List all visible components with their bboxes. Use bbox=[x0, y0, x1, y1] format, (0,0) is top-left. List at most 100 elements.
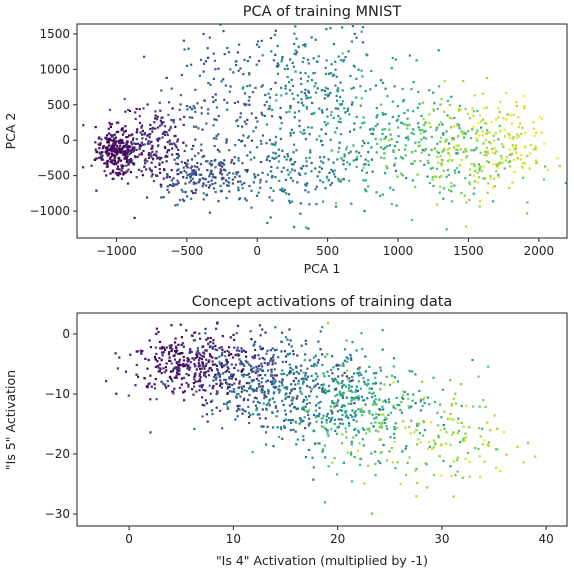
data-point bbox=[451, 159, 454, 162]
data-point bbox=[124, 370, 128, 373]
pca-plot-frame bbox=[76, 23, 568, 239]
data-point bbox=[191, 192, 195, 195]
data-point bbox=[114, 172, 117, 175]
data-point bbox=[457, 135, 460, 138]
data-point bbox=[474, 169, 477, 172]
data-point bbox=[168, 359, 171, 362]
data-point bbox=[226, 101, 229, 104]
data-point bbox=[225, 139, 228, 142]
data-point bbox=[147, 140, 150, 143]
data-point bbox=[303, 359, 306, 362]
data-point bbox=[300, 90, 303, 94]
data-point bbox=[438, 191, 441, 194]
data-point bbox=[160, 89, 163, 92]
data-point bbox=[202, 192, 205, 195]
data-point bbox=[343, 153, 346, 156]
data-point bbox=[169, 359, 172, 363]
data-point bbox=[261, 348, 264, 351]
data-point bbox=[498, 161, 501, 164]
data-point bbox=[431, 447, 434, 450]
data-point bbox=[331, 412, 334, 415]
data-point bbox=[317, 415, 320, 418]
data-point bbox=[223, 350, 226, 353]
data-point bbox=[302, 419, 305, 422]
data-point bbox=[363, 380, 366, 383]
data-point bbox=[216, 390, 219, 393]
data-point bbox=[374, 376, 377, 379]
data-point bbox=[292, 396, 295, 399]
data-point bbox=[135, 107, 138, 111]
data-point bbox=[121, 133, 125, 136]
data-point bbox=[479, 435, 482, 438]
data-point bbox=[451, 137, 454, 140]
data-point bbox=[495, 150, 498, 153]
data-point bbox=[183, 399, 186, 402]
data-point bbox=[258, 45, 261, 48]
data-point bbox=[135, 363, 138, 366]
data-point bbox=[111, 171, 114, 174]
data-point bbox=[499, 130, 502, 133]
data-point bbox=[148, 136, 151, 139]
data-point bbox=[350, 443, 353, 446]
data-point bbox=[388, 144, 392, 147]
x-tick-label: 1000 bbox=[383, 244, 414, 258]
data-point bbox=[133, 155, 137, 158]
data-point bbox=[155, 398, 158, 401]
data-point bbox=[309, 149, 312, 152]
data-point bbox=[523, 162, 526, 165]
data-point bbox=[378, 438, 381, 441]
data-point bbox=[167, 384, 170, 387]
data-point bbox=[185, 104, 189, 108]
data-point bbox=[184, 364, 187, 367]
data-point bbox=[464, 225, 468, 228]
data-point bbox=[148, 339, 151, 342]
data-point bbox=[148, 133, 151, 136]
data-point bbox=[381, 405, 384, 408]
data-point bbox=[478, 205, 481, 208]
data-point bbox=[374, 125, 377, 128]
data-point bbox=[192, 125, 196, 128]
data-point bbox=[247, 387, 251, 390]
data-point bbox=[325, 108, 329, 111]
data-point bbox=[159, 124, 162, 127]
data-point bbox=[266, 425, 269, 428]
data-point bbox=[348, 380, 351, 383]
data-point bbox=[302, 104, 305, 107]
data-point bbox=[335, 94, 338, 97]
data-point bbox=[241, 187, 244, 190]
data-point bbox=[307, 227, 310, 230]
data-point bbox=[360, 30, 363, 33]
data-point bbox=[281, 360, 284, 363]
data-point bbox=[529, 152, 532, 155]
data-point bbox=[310, 126, 313, 129]
data-point bbox=[360, 373, 363, 376]
data-point bbox=[293, 387, 296, 390]
data-point bbox=[289, 410, 292, 413]
data-point bbox=[396, 118, 399, 121]
data-point bbox=[337, 367, 340, 371]
data-point bbox=[407, 397, 410, 401]
data-point bbox=[440, 474, 443, 477]
data-point bbox=[268, 107, 271, 110]
data-point bbox=[165, 369, 168, 372]
data-point bbox=[282, 166, 285, 169]
data-point bbox=[281, 384, 284, 387]
data-point bbox=[472, 114, 475, 117]
data-point bbox=[354, 390, 357, 394]
data-point bbox=[249, 386, 252, 390]
data-point bbox=[325, 175, 328, 178]
data-point bbox=[219, 161, 222, 164]
data-point bbox=[366, 428, 369, 431]
data-point bbox=[191, 388, 194, 391]
data-point bbox=[314, 416, 317, 419]
data-point bbox=[301, 132, 304, 135]
data-point bbox=[374, 421, 377, 424]
pca-x-axis-label: PCA 1 bbox=[304, 261, 341, 276]
data-point bbox=[440, 98, 443, 101]
x-tick-label: 10 bbox=[226, 532, 241, 546]
data-point bbox=[111, 161, 114, 164]
data-point bbox=[440, 416, 443, 419]
data-point bbox=[359, 410, 362, 413]
data-point bbox=[290, 78, 293, 81]
data-point bbox=[334, 175, 337, 178]
